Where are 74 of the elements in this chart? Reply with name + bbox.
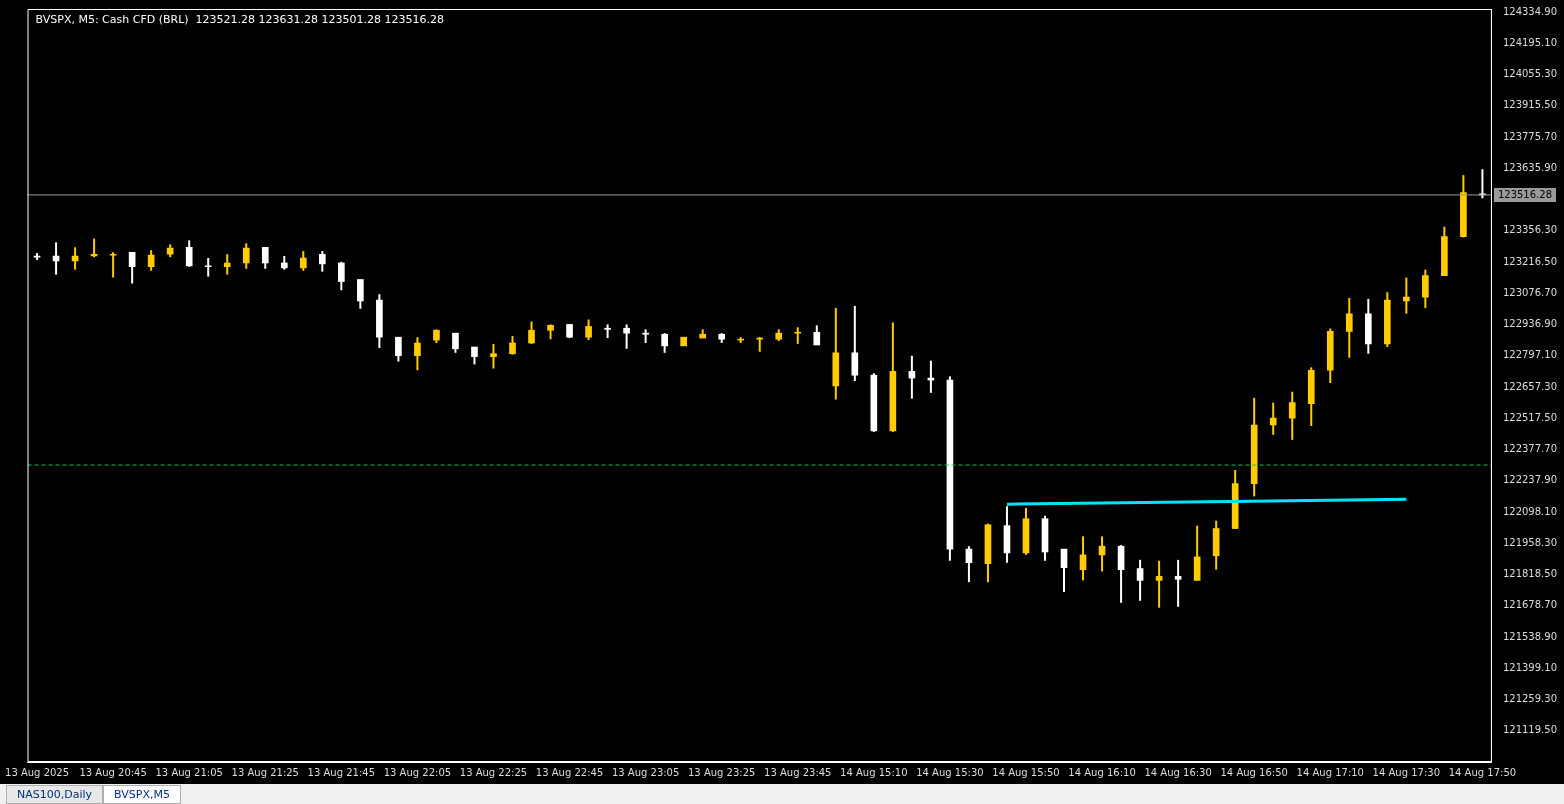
- x-tick-label: 14 Aug 17:50: [1448, 766, 1517, 778]
- y-tick-label: 121538.90: [1502, 630, 1557, 642]
- candlestick: [338, 260, 345, 292]
- x-tick-label: 13 Aug 20:45: [79, 766, 147, 778]
- y-tick-label: 121818.50: [1502, 568, 1557, 580]
- text: BVSPX,M5: [103, 785, 181, 804]
- chart-title: BVSPX, M5: Cash CFD (BRL) 123521.28 123631.28 123501.28 123516.28: [35, 12, 445, 26]
- y-tick-label: 124195.10: [1502, 36, 1557, 48]
- x-tick-label: 13 Aug 23:45: [764, 766, 832, 778]
- x-tick-label: 13 Aug 22:25: [459, 766, 528, 778]
- y-tick-label: 124334.90: [1502, 5, 1557, 17]
- x-tick-label: 13 Aug 23:25: [687, 766, 756, 778]
- x-tick-label: 13 Aug 21:25: [231, 766, 299, 778]
- y-tick-label: 123216.50: [1502, 255, 1557, 267]
- y-tick-label: 122377.70: [1502, 443, 1557, 455]
- x-tick-label: 14 Aug 17:30: [1372, 766, 1441, 778]
- x-tick-label: 13 Aug 23:05: [611, 766, 680, 778]
- y-tick-label: 122237.90: [1502, 474, 1557, 486]
- x-tick-label: 14 Aug 15:50: [992, 766, 1060, 778]
- candlestick: [261, 246, 269, 270]
- x-tick-label: 13 Aug 2025: [5, 766, 70, 778]
- x-tick-label: 14 Aug 16:50: [1220, 766, 1288, 778]
- y-tick-label: 122797.10: [1502, 349, 1557, 361]
- y-tick-label: 121119.50: [1502, 724, 1557, 736]
- candlestick: [623, 323, 630, 350]
- candlestick: [490, 342, 497, 370]
- y-tick-label: 121399.10: [1502, 661, 1557, 673]
- candlestick: [357, 278, 364, 310]
- candlestick: [585, 318, 592, 342]
- candlestick: [452, 332, 459, 354]
- candlestick: [1174, 558, 1182, 608]
- y-tick-label: 123076.70: [1502, 286, 1557, 298]
- y-tick-label: 123356.30: [1502, 224, 1557, 236]
- x-tick-label: 14 Aug 16:10: [1068, 766, 1136, 778]
- candlestick: [414, 336, 421, 372]
- candlestick: [242, 242, 250, 270]
- candlestick: [1403, 276, 1410, 315]
- x-tick-label: 13 Aug 21:45: [307, 766, 376, 778]
- y-tick-label: 122517.50: [1502, 411, 1557, 423]
- candlestick: [528, 320, 535, 345]
- candlestick: [395, 336, 402, 363]
- y-tick-label: 122098.10: [1502, 505, 1557, 517]
- candlestick: [185, 239, 193, 268]
- x-tick-label: 14 Aug 17:10: [1296, 766, 1364, 778]
- x-tick-label: 13 Aug 22:45: [535, 766, 604, 778]
- candlestick: [223, 253, 231, 276]
- x-tick-label: 14 Aug 15:10: [840, 766, 908, 778]
- x-tick-label: 14 Aug 16:30: [1144, 766, 1212, 778]
- x-tick-label: 13 Aug 22:05: [383, 766, 452, 778]
- y-tick-label: 121259.30: [1502, 693, 1557, 705]
- y-tick-label: 123915.50: [1502, 99, 1557, 111]
- candlestick: [1136, 558, 1144, 602]
- candlestick: [509, 335, 516, 356]
- candlestick: [1345, 297, 1353, 359]
- y-tick-label: 122936.90: [1502, 318, 1557, 330]
- y-tick-label: 121678.70: [1502, 599, 1557, 611]
- candlestick: [318, 250, 326, 273]
- candlestick: [1155, 559, 1163, 609]
- candlestick: [1422, 268, 1429, 309]
- candlestick: [756, 336, 764, 353]
- y-tick-label: 122657.30: [1502, 380, 1557, 392]
- y-tick-label: 121958.30: [1502, 536, 1557, 548]
- candlestick: [1288, 390, 1296, 441]
- text: NAS100,Daily: [6, 785, 104, 804]
- candlestick: [851, 304, 859, 382]
- candlestick: [299, 250, 307, 272]
- x-tick-label: 13 Aug 21:05: [155, 766, 223, 778]
- candlestick: [661, 332, 668, 354]
- y-tick-label: 123775.70: [1502, 130, 1557, 142]
- y-tick-label: 124055.30: [1502, 68, 1557, 80]
- ref-line-label: 123516.28: [1497, 188, 1552, 200]
- candlestick: [1269, 401, 1277, 436]
- y-tick-label: 123635.90: [1502, 161, 1557, 173]
- x-tick-label: 14 Aug 15:30: [916, 766, 984, 778]
